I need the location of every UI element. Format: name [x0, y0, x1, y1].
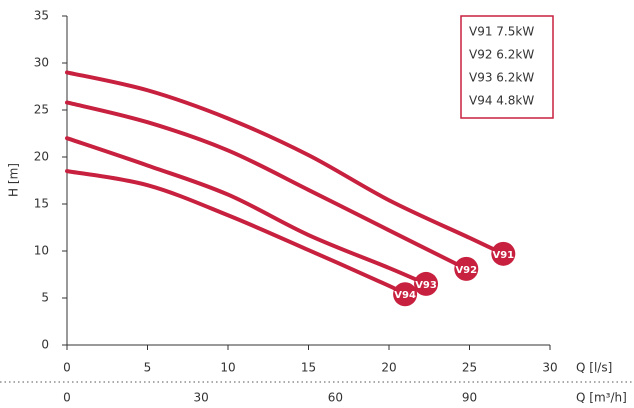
- end-label: V94: [394, 290, 416, 301]
- y-tick-label: 30: [34, 56, 49, 70]
- legend-entry: V94 4.8kW: [469, 94, 534, 108]
- end-marker: [393, 282, 418, 307]
- legend-entry: V93 6.2kW: [469, 71, 534, 85]
- curve: [65, 100, 469, 271]
- x-tick-label: 10: [220, 361, 235, 375]
- end-label: V93: [415, 280, 437, 291]
- x-tick-label: 20: [381, 361, 396, 375]
- end-marker: [491, 241, 516, 266]
- x-tick-label: 5: [144, 361, 152, 375]
- y-tick-label: 5: [41, 291, 49, 305]
- y-tick-label: 20: [34, 150, 49, 164]
- x2-tick-label: 60: [328, 391, 343, 405]
- x2-axis-label: Q [m³/h]: [576, 391, 627, 405]
- legend-entry: V91 7.5kW: [469, 25, 534, 39]
- curve: [65, 136, 429, 286]
- end-marker: [454, 256, 479, 281]
- legend-box: [460, 15, 554, 119]
- y-tick-label: 35: [34, 9, 49, 23]
- end-label: V91: [492, 250, 514, 261]
- y-tick-label: 15: [34, 197, 49, 211]
- y-tick-label: 10: [34, 244, 49, 258]
- curve: [65, 169, 408, 297]
- end-marker: [414, 271, 439, 296]
- x-axis-label: Q [l/s]: [576, 361, 612, 375]
- y-tick-label: 25: [34, 103, 49, 117]
- x2-tick-label: 90: [462, 391, 477, 405]
- x-tick-label: 0: [63, 361, 71, 375]
- y-axis-label: H [m]: [7, 163, 21, 197]
- x-tick-label: 25: [462, 361, 477, 375]
- x-tick-label: 15: [301, 361, 316, 375]
- x-tick-label: 30: [542, 361, 557, 375]
- x2-tick-label: 0: [63, 391, 71, 405]
- x2-tick-label: 30: [194, 391, 209, 405]
- y-tick-label: 0: [41, 338, 49, 352]
- legend-entry: V92 6.2kW: [469, 48, 534, 62]
- end-label: V92: [455, 265, 477, 276]
- curve: [65, 70, 506, 256]
